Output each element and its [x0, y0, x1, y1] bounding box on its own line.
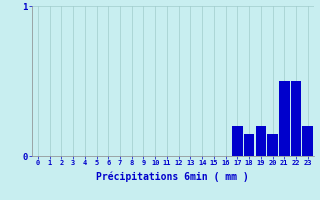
X-axis label: Précipitations 6min ( mm ): Précipitations 6min ( mm ) [96, 172, 249, 182]
Bar [267, 134, 278, 156]
Bar [256, 126, 266, 156]
Bar [232, 126, 243, 156]
Bar [291, 81, 301, 156]
Bar [302, 126, 313, 156]
Bar [244, 134, 254, 156]
Bar [279, 81, 290, 156]
